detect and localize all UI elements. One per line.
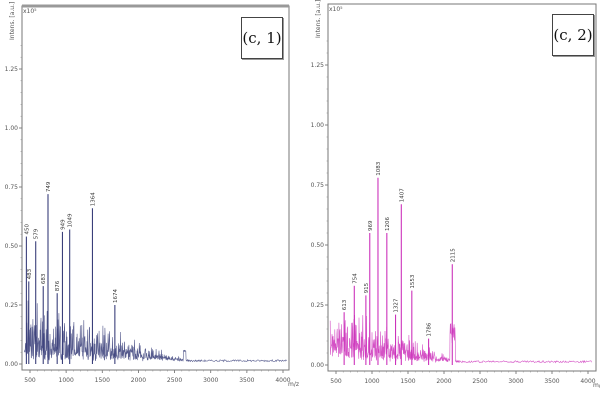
peak-label: 579 bbox=[34, 228, 40, 239]
peak-label: 749 bbox=[46, 181, 52, 192]
spectrum-chart-c2: 0.00 0.25 0.50 0.75 1.00 1.25 x10⁵ Intens. [a.u… bbox=[311, 0, 600, 389]
x-tick-label: 3000 bbox=[508, 378, 523, 385]
peak-label: 2115 bbox=[450, 248, 456, 262]
x-tick-label: 4000 bbox=[580, 378, 595, 385]
panel-label-c2: (c, 2) bbox=[552, 14, 594, 56]
peak-label: 1786 bbox=[427, 322, 433, 336]
spectrum-chart-c1: 0.00 0.25 0.50 0.75 1.00 1.25 x10⁵ Intens. [a.u… bbox=[5, 2, 299, 388]
peak-label: 613 bbox=[342, 299, 348, 310]
peak-label: 1083 bbox=[376, 161, 382, 175]
x-tick-label: 500 bbox=[24, 377, 36, 384]
peak-label: 1407 bbox=[399, 188, 405, 202]
peak-label: 450 bbox=[24, 224, 30, 235]
panel-label-c1: (c, 1) bbox=[241, 17, 283, 59]
x-tick-label: 2500 bbox=[472, 378, 487, 385]
y-tick-label: 1.00 bbox=[311, 122, 325, 129]
x-axis-label: m/z bbox=[593, 382, 600, 389]
y-tick-label: 1.00 bbox=[5, 125, 19, 132]
y-tick-label: 0.50 bbox=[5, 243, 19, 250]
x-tick-label: 1500 bbox=[400, 378, 415, 385]
peak-label: 1364 bbox=[90, 192, 96, 206]
x-axis-label: m/z bbox=[288, 381, 299, 388]
spectrum-panel-c1: 0.00 0.25 0.50 0.75 1.00 1.25 x10⁵ Intens. [a.u… bbox=[5, 2, 299, 388]
svg-text:x10⁵: x10⁵ bbox=[23, 8, 37, 15]
y-tick-label: 0.25 bbox=[311, 302, 325, 309]
spectrum-trace bbox=[24, 300, 287, 363]
x-tick-label: 1000 bbox=[364, 378, 379, 385]
y-tick-label: 0.75 bbox=[311, 182, 325, 189]
spectrum-trace bbox=[329, 314, 592, 364]
peak-label: 969 bbox=[368, 220, 374, 231]
x-tick-label: 4000 bbox=[275, 377, 290, 384]
peak-label: 754 bbox=[352, 273, 358, 284]
y-tick-label: 0.25 bbox=[5, 302, 19, 309]
peak-label: 1049 bbox=[68, 213, 74, 227]
peak-label: 915 bbox=[364, 282, 370, 293]
peak-label: 949 bbox=[60, 219, 66, 230]
y-axis-label: Intens. [a.u.] bbox=[9, 2, 16, 40]
x-tick-label: 2000 bbox=[436, 378, 451, 385]
peak-label: 1674 bbox=[113, 289, 119, 303]
x-tick-label: 3500 bbox=[544, 378, 559, 385]
y-tick-label: 1.25 bbox=[311, 62, 325, 69]
x-tick-label: 2000 bbox=[131, 377, 146, 384]
y-tick-label: 0.00 bbox=[311, 362, 325, 369]
peak-label: 1206 bbox=[385, 217, 391, 231]
y-tick-label: 0.50 bbox=[311, 242, 325, 249]
x-tick-label: 1500 bbox=[95, 377, 110, 384]
peak-label: 1327 bbox=[394, 298, 400, 312]
y-axis-label: Intens. [a.u.] bbox=[315, 0, 322, 38]
y-tick-label: 0.00 bbox=[5, 361, 19, 368]
x-tick-label: 500 bbox=[330, 378, 342, 385]
plot-frame bbox=[327, 3, 597, 372]
x-tick-label: 3500 bbox=[239, 377, 254, 384]
x-tick-label: 1000 bbox=[59, 377, 74, 384]
peak-label: 683 bbox=[41, 273, 47, 284]
y-tick-label: 0.75 bbox=[5, 184, 19, 191]
x-tick-label: 3000 bbox=[203, 377, 218, 384]
svg-text:x10⁵: x10⁵ bbox=[329, 6, 343, 13]
x-tick-label: 2500 bbox=[167, 377, 182, 384]
spectrum-panel-c2: 0.00 0.25 0.50 0.75 1.00 1.25 x10⁵ Intens. [a.u… bbox=[300, 0, 600, 400]
y-tick-label: 1.25 bbox=[5, 66, 19, 73]
peak-label: 483 bbox=[27, 268, 33, 279]
peak-label: 876 bbox=[55, 280, 61, 291]
peak-label: 1553 bbox=[410, 274, 416, 288]
